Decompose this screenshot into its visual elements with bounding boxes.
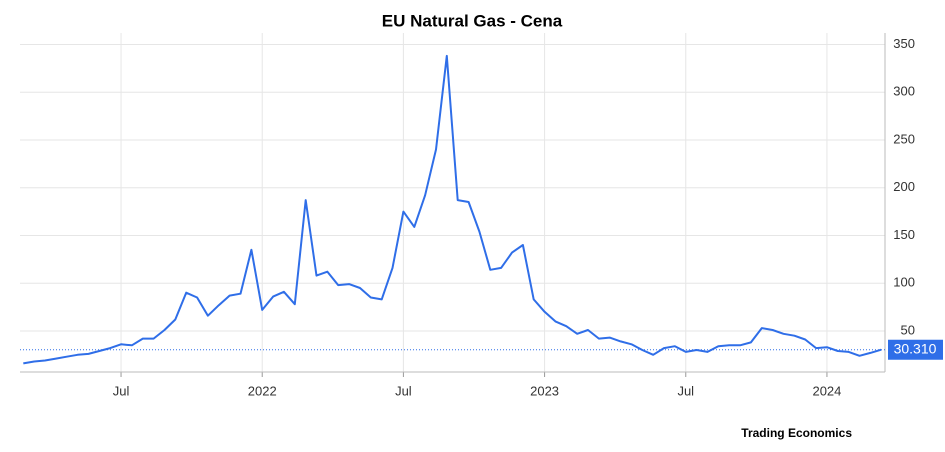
source: Trading Economics [741, 426, 852, 440]
y-tick-label: 350 [893, 36, 915, 51]
price-line [23, 54, 882, 365]
y-tick-label: 250 [893, 131, 915, 146]
y-tick-label: 200 [893, 179, 915, 194]
x-tick-label: 2023 [530, 383, 559, 398]
x-tick-label: Jul [395, 383, 412, 398]
x-tick-label: Jul [677, 383, 694, 398]
current-label: 30.310 [894, 340, 937, 356]
y-tick-label: 100 [893, 275, 915, 290]
y-tick-label: 300 [893, 84, 915, 99]
y-tick-label: 50 [901, 322, 915, 337]
y-tick-label: 150 [893, 227, 915, 242]
current-box [888, 339, 943, 360]
x-tick-label: Jul [113, 383, 130, 398]
x-tick-label: 2022 [248, 383, 277, 398]
x-tick-label: 2024 [812, 383, 841, 398]
chart-title: EU Natural Gas - Cena [382, 11, 563, 30]
